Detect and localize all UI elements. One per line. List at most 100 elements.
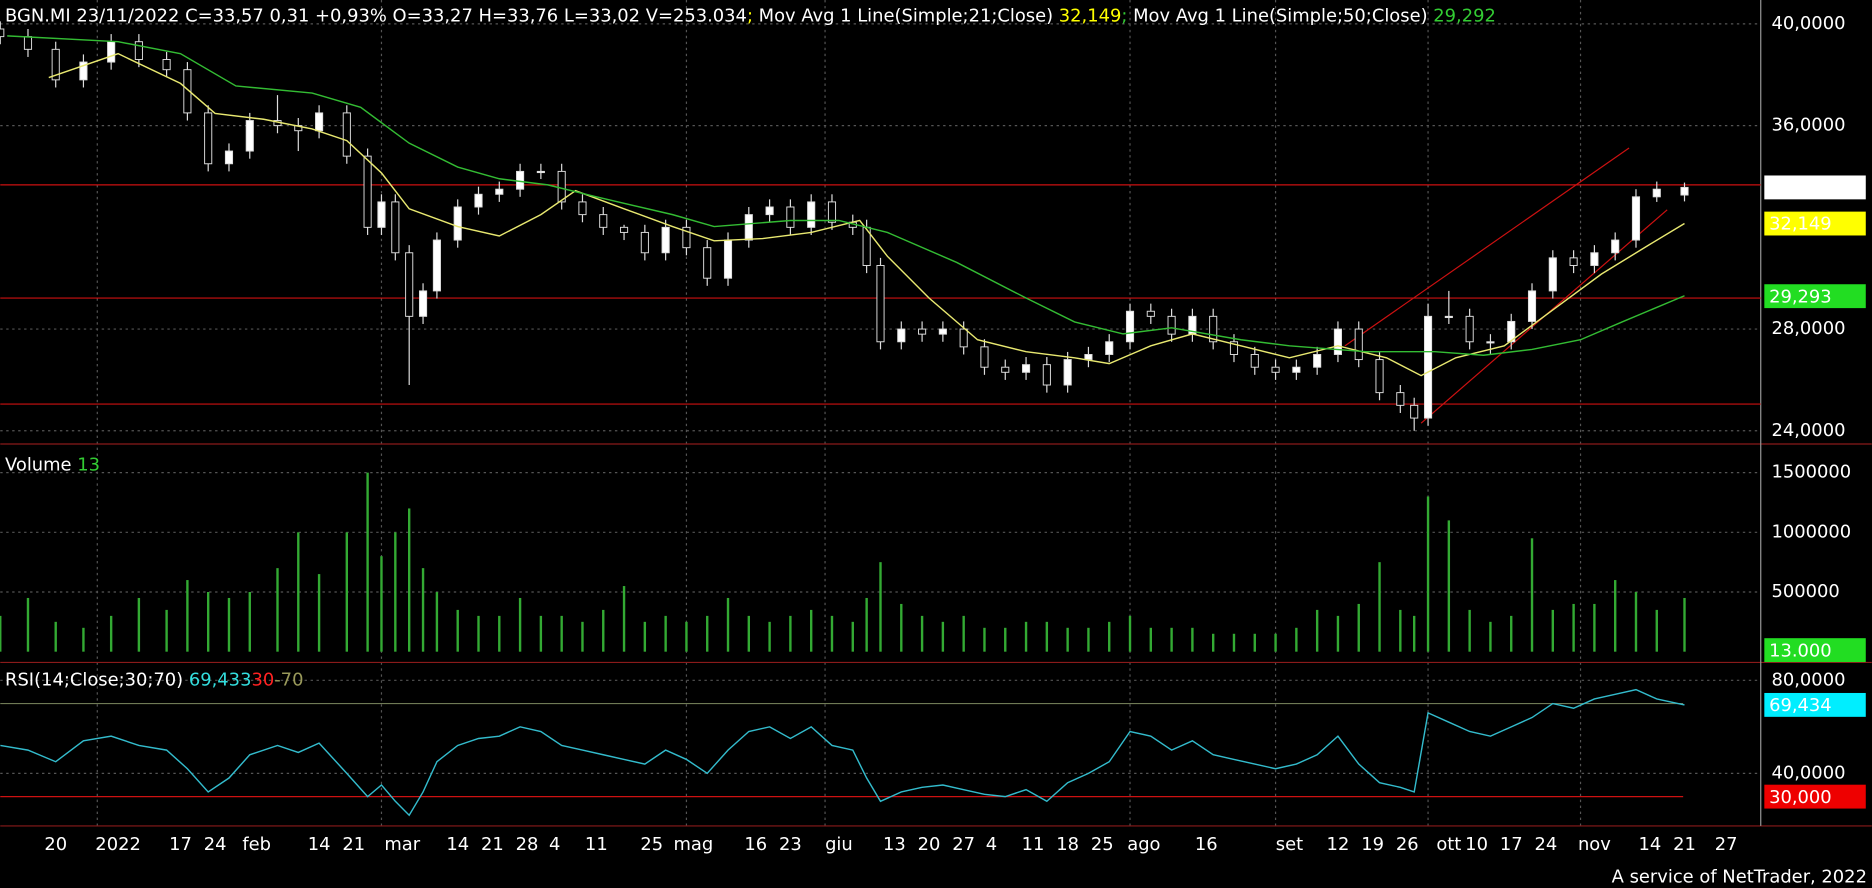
volume-bar xyxy=(498,615,501,652)
value-label-box xyxy=(1764,211,1866,236)
x-tick-label: 23 xyxy=(779,834,802,855)
volume-bar xyxy=(879,562,882,652)
candle-body xyxy=(474,193,483,208)
candle-body xyxy=(1631,196,1641,241)
volume-bar xyxy=(1149,627,1153,652)
candle-body xyxy=(918,328,927,335)
volume-bar xyxy=(664,615,667,652)
x-tick-label: giu xyxy=(825,834,853,855)
header-part: Volume xyxy=(5,454,77,475)
candle-body xyxy=(1209,315,1218,343)
header-part: -70 xyxy=(274,669,303,690)
rsi-line xyxy=(0,688,1685,817)
candle-body xyxy=(224,150,234,165)
candle-body xyxy=(827,201,837,223)
candle-body xyxy=(1444,315,1453,319)
volume-bar xyxy=(0,615,2,652)
candle-body xyxy=(786,206,795,228)
volume-bar xyxy=(1211,633,1215,652)
volume-bar xyxy=(1253,633,1256,652)
volume-bar xyxy=(186,580,189,652)
value-label-box xyxy=(1764,638,1866,663)
y-tick-label: 36,0000 xyxy=(1771,115,1845,136)
x-tick-label: 11 xyxy=(585,834,608,855)
candle-body xyxy=(807,201,816,228)
footer: A service of NetTrader, 2022 xyxy=(1612,866,1867,887)
value-label: 29,293 xyxy=(1769,286,1832,307)
candle-body xyxy=(1396,392,1405,406)
volume-bar xyxy=(768,621,771,652)
volume-bar xyxy=(789,615,792,652)
volume-bar xyxy=(1336,615,1340,652)
candle-body xyxy=(432,239,441,292)
header-part: Mov Avg 1 Line(Simple;50;Close) xyxy=(1127,6,1433,27)
trend-line xyxy=(1344,147,1630,347)
volume-bar xyxy=(227,597,231,652)
x-tick-label: mar xyxy=(384,834,420,855)
volume-bar xyxy=(518,597,522,652)
volume-bar xyxy=(1170,627,1173,652)
volume-bar xyxy=(366,472,369,652)
value-label: 32,149 xyxy=(1769,214,1832,235)
x-tick-label: feb xyxy=(242,834,271,855)
volume-bar xyxy=(1315,609,1319,652)
x-tick-label: 12 xyxy=(1327,834,1350,855)
volume-bar xyxy=(317,574,321,652)
volume-bar xyxy=(1468,609,1471,652)
candle-body xyxy=(599,214,608,228)
volume-bar xyxy=(1634,592,1638,652)
volume-bar xyxy=(1108,621,1111,652)
candle-body xyxy=(134,41,143,60)
volume-bar xyxy=(920,615,924,652)
candle-body xyxy=(1125,310,1135,343)
x-tick-label: 4 xyxy=(986,834,997,855)
volume-bar xyxy=(1489,621,1492,652)
volume-bar xyxy=(851,621,854,652)
candle-body xyxy=(183,69,192,114)
x-tick-label: 14 xyxy=(308,834,331,855)
y-tick-label: 1500000 xyxy=(1771,462,1851,483)
candle-body xyxy=(1271,366,1280,373)
candle-body xyxy=(162,59,171,71)
candle-body xyxy=(245,120,254,152)
x-tick-label: 25 xyxy=(1091,834,1114,855)
panel-header: BGN.MI 23/11/2022 C=33,57 0,31 +0,93% O=… xyxy=(5,6,1496,27)
candle-body xyxy=(744,214,753,241)
header-part: ; xyxy=(1121,6,1127,27)
volume-bar xyxy=(1683,597,1686,652)
candle-body xyxy=(897,328,906,343)
header-part: 30 xyxy=(251,669,274,690)
candle-body xyxy=(1313,354,1322,368)
volume-bar xyxy=(747,615,751,652)
candle-body xyxy=(1146,310,1155,317)
candle-body xyxy=(619,226,629,233)
candle-body xyxy=(1084,354,1093,361)
volume-bar xyxy=(1530,538,1534,652)
candle-body xyxy=(1507,320,1516,343)
candle-body xyxy=(0,28,5,38)
x-tick-label: 24 xyxy=(1534,834,1557,855)
value-label: 69,434 xyxy=(1769,695,1832,716)
candle-body xyxy=(1333,328,1343,355)
volume-bar xyxy=(421,568,425,652)
volume-bar xyxy=(206,592,210,652)
candle-body xyxy=(453,206,462,241)
candle-body xyxy=(703,247,712,279)
volume-bar xyxy=(380,556,383,652)
header-part: BGN.MI 23/11/2022 C=33,57 0,31 +0,93% O=… xyxy=(5,6,747,27)
x-tick-label: 27 xyxy=(1715,834,1738,855)
candle-body xyxy=(1680,186,1689,196)
volume-bar xyxy=(900,603,903,652)
candle-body xyxy=(363,155,372,228)
volume-bar xyxy=(345,532,349,652)
volume-bar xyxy=(1004,627,1007,652)
candle-body xyxy=(1105,341,1114,355)
moving-average-line xyxy=(48,52,1685,377)
value-label-box xyxy=(1764,692,1866,717)
candle-body xyxy=(23,36,33,50)
volume-bar xyxy=(685,621,688,652)
x-tick-label: 18 xyxy=(1056,834,1079,855)
volume-bar xyxy=(539,615,543,652)
x-tick-label: 11 xyxy=(1022,834,1045,855)
